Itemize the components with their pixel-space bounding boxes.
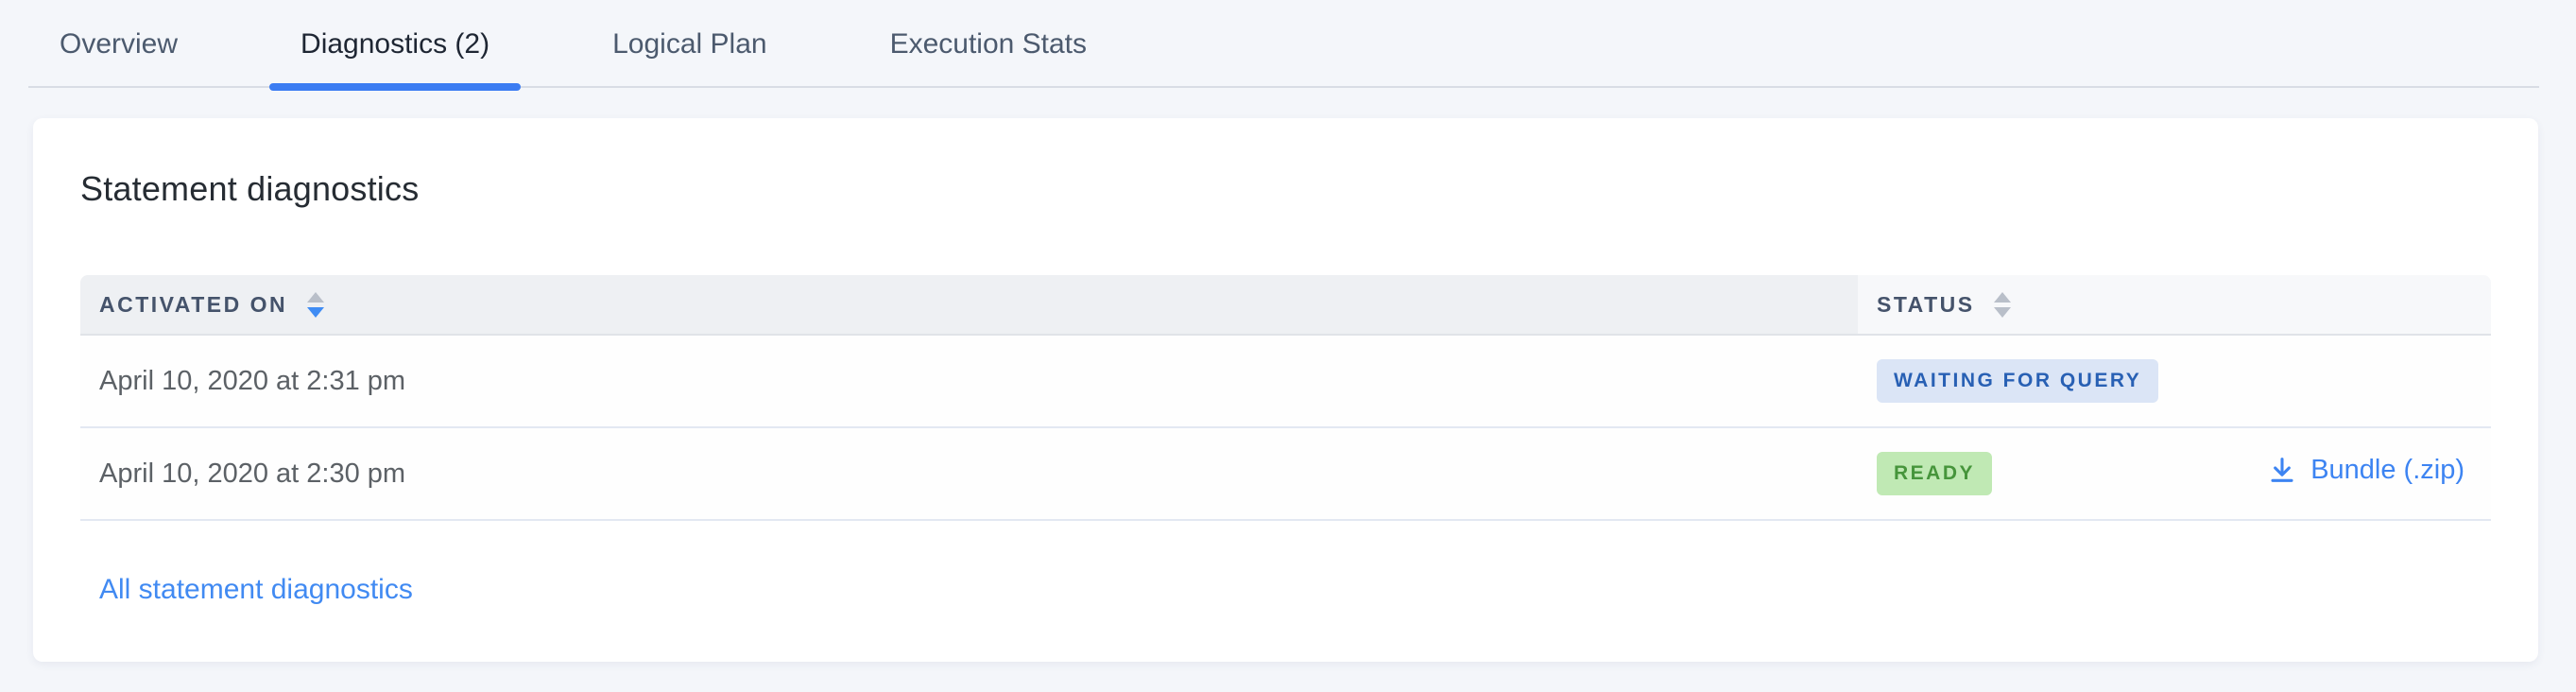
column-label: ACTIVATED ON xyxy=(99,291,288,317)
statement-diagnostics-card: Statement diagnostics ACTIVATED ON STATU… xyxy=(33,118,2538,662)
activated-on-cell: April 10, 2020 at 2:31 pm xyxy=(80,336,1858,428)
action-cell: Bundle (.zip) xyxy=(2200,428,2491,521)
tab-logical-plan[interactable]: Logical Plan xyxy=(612,28,767,60)
column-label: STATUS xyxy=(1877,291,1975,317)
tab-diagnostics[interactable]: Diagnostics (2) xyxy=(269,0,522,91)
column-header-status[interactable]: STATUS xyxy=(1858,275,2200,336)
column-header-actions xyxy=(2200,275,2491,336)
tab-bar: Overview Diagnostics (2) Logical Plan Ex… xyxy=(28,0,2539,91)
activated-on-cell: April 10, 2020 at 2:30 pm xyxy=(80,428,1858,521)
bundle-link-label: Bundle (.zip) xyxy=(2310,454,2464,485)
download-icon xyxy=(2271,458,2293,483)
status-badge: READY xyxy=(1877,452,1993,495)
table-row: April 10, 2020 at 2:31 pm WAITING FOR QU… xyxy=(80,336,2491,428)
sort-carets-icon xyxy=(1994,291,2012,318)
all-statement-diagnostics-link[interactable]: All statement diagnostics xyxy=(99,574,413,605)
diagnostics-table: ACTIVATED ON STATUS April 10, 2020 at 2:… xyxy=(80,275,2491,521)
status-cell: READY xyxy=(1858,428,2200,521)
status-badge: WAITING FOR QUERY xyxy=(1877,359,2159,403)
table-header-row: ACTIVATED ON STATUS xyxy=(80,275,2491,336)
sort-carets-icon xyxy=(306,291,324,318)
page-title: Statement diagnostics xyxy=(80,169,420,208)
status-cell: WAITING FOR QUERY xyxy=(1858,336,2200,428)
column-header-activated-on[interactable]: ACTIVATED ON xyxy=(80,275,1858,336)
table-row: April 10, 2020 at 2:30 pm READY Bundle (… xyxy=(80,428,2491,521)
tab-execution-stats[interactable]: Execution Stats xyxy=(889,28,1088,60)
tab-overview[interactable]: Overview xyxy=(60,28,179,60)
bundle-download-link[interactable]: Bundle (.zip) xyxy=(2267,455,2464,486)
action-cell xyxy=(2200,336,2491,428)
